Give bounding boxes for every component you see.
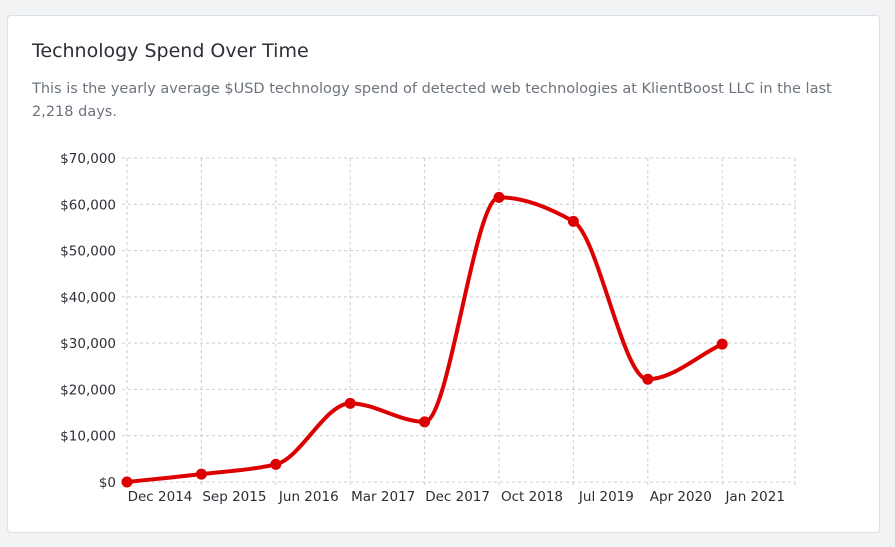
spend-series-line (125, 195, 725, 484)
y-tick-label: $70,000 (60, 151, 116, 167)
x-tick-label: Oct 2018 (501, 489, 563, 505)
x-tick-label: Dec 2014 (128, 489, 193, 505)
data-point[interactable] (493, 191, 505, 203)
data-point[interactable] (121, 476, 133, 488)
y-tick-label: $0 (99, 475, 116, 491)
x-tick-label: Jun 2016 (278, 489, 339, 505)
y-axis-labels: $0 $10,000 $20,000 $30,000 $40,000 $50,000 $60… (60, 151, 116, 491)
x-tick-label: Apr 2020 (650, 489, 712, 505)
y-tick-label: $30,000 (60, 336, 116, 352)
card-title: Technology Spend Over Time (32, 40, 309, 62)
x-tick-label: Sep 2015 (202, 489, 266, 505)
data-point[interactable] (567, 215, 579, 227)
y-tick-label: $50,000 (60, 244, 116, 260)
data-point[interactable] (419, 416, 431, 428)
x-tick-label: Jan 2021 (724, 489, 784, 505)
x-tick-label: Mar 2017 (351, 489, 415, 505)
card-subtitle: This is the yearly average $USD technolo… (32, 81, 832, 120)
data-point[interactable] (716, 338, 728, 350)
series-group (121, 191, 728, 488)
x-axis-labels: Dec 2014 Sep 2015 Jun 2016 Mar 2017 Dec 2017… (128, 489, 785, 505)
data-point[interactable] (344, 397, 356, 409)
x-tick-label: Dec 2017 (425, 489, 490, 505)
y-tick-label: $20,000 (60, 382, 116, 398)
data-point[interactable] (270, 458, 282, 470)
data-point[interactable] (195, 468, 207, 480)
tech-spend-card: Technology Spend Over Time This is the y… (7, 15, 880, 533)
y-tick-label: $10,000 (60, 429, 116, 445)
data-point[interactable] (642, 373, 654, 385)
x-tick-label: Jul 2019 (578, 489, 634, 505)
chart-grid (122, 157, 796, 487)
y-tick-label: $60,000 (60, 197, 116, 213)
y-tick-label: $40,000 (60, 290, 116, 306)
